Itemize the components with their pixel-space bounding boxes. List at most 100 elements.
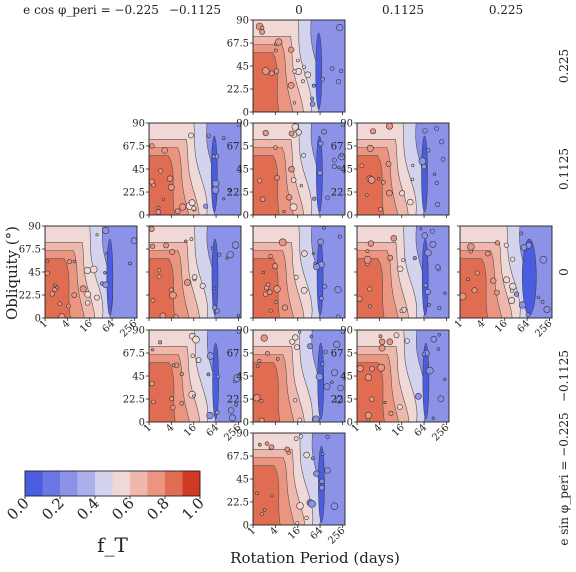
contour-island [421, 135, 428, 213]
sample-point [79, 285, 87, 293]
sample-point [275, 38, 283, 46]
y-tick-label: 22.5 [19, 291, 41, 302]
sample-point [337, 234, 342, 239]
sample-point [103, 271, 107, 275]
y-tick-label: 22.5 [331, 395, 353, 406]
sample-point [267, 289, 273, 295]
sample-point [188, 199, 196, 207]
sample-point [192, 394, 196, 398]
sample-point [503, 242, 509, 248]
sample-point [320, 361, 325, 366]
sample-point [311, 252, 315, 256]
x-tick-label: 64 [204, 422, 221, 439]
sample-point [331, 163, 337, 169]
sample-point [377, 363, 386, 372]
panel [354, 225, 450, 321]
sample-point [179, 372, 184, 377]
y-tick-label: 0 [243, 521, 249, 532]
contour-band [357, 362, 385, 422]
sample-point [83, 266, 92, 275]
x-tick-label: 64 [308, 525, 325, 542]
y-tick-label: 0 [347, 211, 353, 222]
panel: 0 22.5 45 67.5 90 1 4 16 64 256 [227, 429, 348, 547]
sample-point [319, 484, 325, 491]
sample-point [298, 434, 304, 439]
colorbar-swatch [25, 471, 43, 496]
contour-island [211, 238, 219, 316]
colorbar-label: f_T [97, 533, 128, 557]
sample-point [418, 157, 427, 165]
sample-point [94, 294, 100, 301]
sample-point [84, 291, 92, 298]
y-tick-label: 45 [236, 372, 249, 383]
sample-point [426, 366, 434, 375]
contour-island [106, 238, 114, 316]
sample-point [435, 264, 441, 270]
sample-point [503, 276, 511, 284]
sample-point [421, 232, 429, 239]
sample-point [311, 456, 315, 461]
sample-point [303, 451, 310, 459]
x-tick-label: 256 [430, 422, 451, 443]
x-tick-label: 256 [326, 525, 347, 546]
sample-point [467, 243, 475, 251]
sample-point [262, 130, 269, 137]
sample-point [191, 205, 197, 211]
sample-point [378, 338, 386, 345]
sample-point [273, 48, 278, 53]
sample-point [292, 334, 299, 341]
colorbar-swatch [130, 471, 148, 496]
row-header-value: 0.225 [557, 49, 571, 83]
contour-island [421, 238, 429, 316]
colorbar: 0.0 0.2 0.4 0.6 0.8 1.0 f_T [3, 470, 208, 557]
sample-point [151, 399, 156, 405]
sample-point [179, 401, 185, 406]
y-tick-label: 0 [243, 211, 249, 222]
sample-point [157, 268, 162, 273]
contour-island [317, 342, 325, 420]
sample-point [260, 25, 265, 30]
y-tick-label: 45 [340, 372, 353, 383]
sample-point [399, 309, 404, 313]
sample-point [291, 123, 299, 131]
sample-point [307, 343, 313, 350]
sample-point [159, 312, 167, 318]
sample-point [45, 259, 50, 263]
sample-point [161, 147, 168, 154]
sample-point [259, 399, 264, 403]
sample-point [385, 189, 393, 197]
y-axis-label: Obliquity (°) [3, 226, 21, 320]
sample-point [166, 175, 174, 182]
sample-point [439, 139, 445, 145]
sample-point [370, 128, 377, 135]
sample-point [169, 248, 176, 255]
column-header-value: 0.1125 [382, 3, 424, 17]
sample-point [324, 467, 331, 474]
sample-point [317, 140, 324, 147]
sample-point [210, 246, 215, 250]
sample-point [189, 237, 194, 241]
y-tick-label: 45 [132, 372, 145, 383]
sample-point [471, 287, 478, 294]
sample-point [432, 172, 437, 176]
contour-island [315, 32, 323, 110]
sample-point [55, 285, 59, 290]
sample-point [190, 353, 195, 358]
sample-point [302, 65, 307, 70]
y-tick-label: 67.5 [227, 452, 249, 463]
sample-point [226, 251, 234, 259]
y-tick-label: 0 [139, 211, 145, 222]
sample-point [519, 231, 524, 236]
sample-point [378, 334, 383, 339]
sample-point [168, 287, 174, 293]
sample-point [268, 308, 273, 313]
sample-point [266, 282, 271, 287]
sample-point [158, 168, 164, 174]
sample-point [58, 313, 66, 318]
sample-point [383, 401, 387, 405]
sample-point [437, 306, 442, 311]
sample-point [258, 442, 262, 447]
sample-point [364, 373, 372, 382]
sample-point [423, 283, 429, 288]
column-headers: e cos φ_peri = −0.225 −0.1125 0 0.1125 0.225 [23, 3, 523, 17]
